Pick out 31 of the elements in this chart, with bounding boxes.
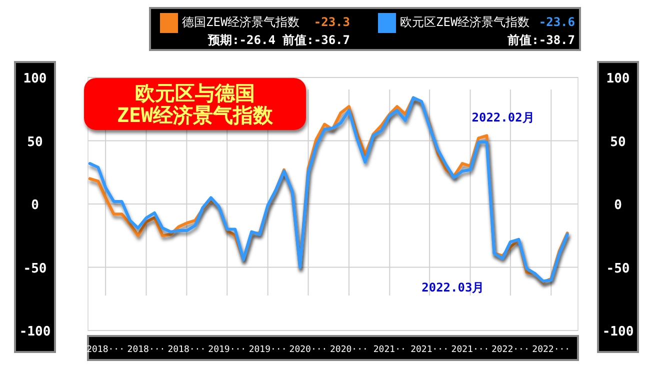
y-tick-label: 100 bbox=[23, 72, 47, 86]
x-tick-label: 2019··· bbox=[208, 345, 246, 355]
x-tick-label: 2020··· bbox=[330, 345, 368, 355]
text: 前值:-38.7 bbox=[506, 33, 575, 47]
x-tick-label: 2018··· bbox=[127, 345, 166, 355]
y-tick-label: -100 bbox=[19, 324, 51, 340]
x-tick-label: 2021·· bbox=[373, 345, 406, 355]
x-tick-label: 2018··· bbox=[86, 345, 125, 355]
text: -23.3 bbox=[314, 15, 350, 29]
y2-tick-label: 0 bbox=[614, 198, 622, 213]
x-tick-label: 2021··· bbox=[451, 345, 490, 355]
x-tick-label: 2022··· bbox=[491, 345, 530, 355]
x-tick-label: 2022··· bbox=[532, 345, 570, 355]
x-tick-label: 2018··· bbox=[168, 345, 206, 355]
y-tick-label: 0 bbox=[31, 198, 40, 213]
y2-tick-label: 100 bbox=[606, 72, 630, 86]
x-tick-label: 2021··· bbox=[410, 345, 449, 355]
annotation: 2022.02月 bbox=[472, 110, 534, 125]
x-tick-label: 2019··· bbox=[248, 345, 287, 355]
text: 欧元区与德国 ZEW经济景气指数 bbox=[116, 81, 274, 127]
y2-tick-label: 50 bbox=[610, 134, 626, 150]
legend-label: 欧元区ZEW经济景气指数 bbox=[400, 15, 530, 29]
text: -23.6 bbox=[538, 15, 575, 29]
y-tick-label: -50 bbox=[23, 261, 47, 276]
annotation: 2022.03月 bbox=[422, 280, 484, 294]
text: 预期:-26.4 前值:-36.7 bbox=[207, 33, 350, 47]
y2-tick-label: -50 bbox=[606, 261, 630, 276]
y-tick-label: 50 bbox=[27, 134, 43, 150]
x-tick-label: 2020··· bbox=[289, 345, 328, 355]
legend-label: 德国ZEW经济景气指数 bbox=[182, 15, 300, 29]
y2-tick-label: -100 bbox=[602, 324, 634, 340]
